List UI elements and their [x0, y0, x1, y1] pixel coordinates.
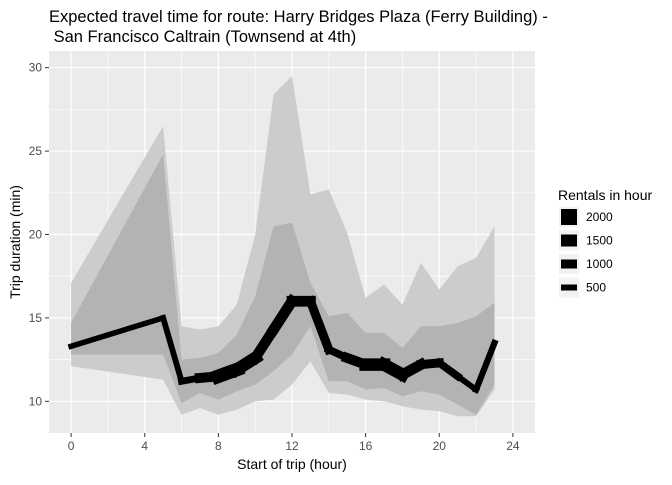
legend-title: Rentals in hour — [558, 187, 653, 203]
median-line — [67, 293, 499, 394]
legend-label: 500 — [586, 281, 606, 295]
y-tick-label: 10 — [29, 394, 43, 408]
median-segment — [67, 314, 167, 350]
y-tick-label: 30 — [29, 61, 43, 75]
median-segment — [159, 314, 186, 385]
legend-label: 1000 — [586, 257, 613, 271]
x-tick-label: 8 — [215, 439, 222, 453]
x-tick-label: 20 — [433, 439, 447, 453]
legend-label: 2000 — [586, 210, 613, 224]
y-axis: 10 15 20 25 30 — [29, 61, 49, 408]
y-tick-label: 20 — [29, 227, 43, 241]
x-tick-label: 24 — [506, 439, 520, 453]
median-segment — [453, 372, 481, 394]
chart-title-line1: Expected travel time for route: Harry Br… — [49, 8, 548, 26]
median-segment — [433, 357, 463, 382]
x-axis: 0 4 8 12 16 20 24 — [68, 433, 520, 453]
legend-label: 1500 — [586, 234, 613, 248]
legend: Rentals in hour 2000 1500 1000 500 — [558, 187, 653, 298]
x-tick-label: 16 — [359, 439, 373, 453]
median-segment — [304, 295, 335, 356]
confidence-bands — [71, 76, 495, 417]
x-tick-label: 0 — [68, 439, 75, 453]
y-axis-label: Trip duration (min) — [7, 185, 23, 299]
y-tick-label: 15 — [29, 311, 43, 325]
chart-title-line2: San Francisco Caltrain (Townsend at 4th) — [49, 28, 356, 46]
x-axis-label: Start of trip (hour) — [237, 456, 347, 472]
y-tick-label: 25 — [29, 144, 43, 158]
x-tick-label: 4 — [141, 439, 148, 453]
median-segment — [247, 322, 281, 366]
x-tick-label: 12 — [285, 439, 299, 453]
inner-band — [71, 154, 495, 415]
median-segment — [472, 338, 499, 394]
